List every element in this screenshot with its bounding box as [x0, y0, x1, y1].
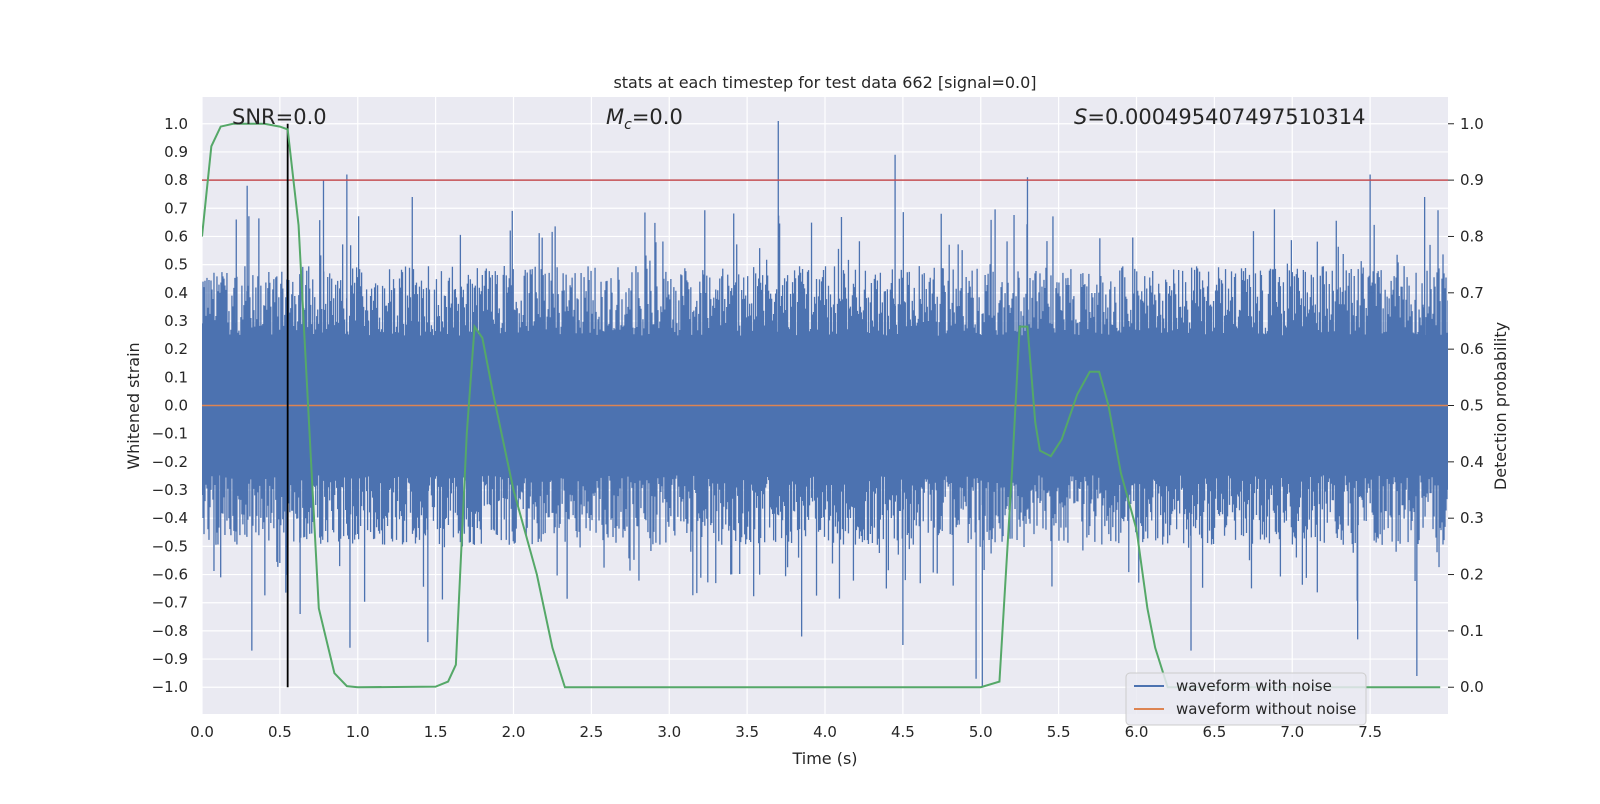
y-tick-label: 0.9 [164, 143, 188, 161]
y-tick-label: 0.0 [164, 397, 188, 415]
y2-tick-label: 1.0 [1460, 115, 1484, 133]
x-tick-label: 5.0 [969, 723, 993, 741]
y-tick-label: −0.2 [152, 453, 188, 471]
y2-tick-label: 0.7 [1460, 284, 1484, 302]
y-tick-label: −0.5 [152, 537, 188, 555]
x-axis-label: Time (s) [791, 749, 857, 768]
y2-tick-label: 0.9 [1460, 171, 1484, 189]
chirp-mass-annotation: Mc=0.0 [606, 105, 683, 133]
y-tick-label: −1.0 [152, 678, 188, 696]
y2-tick-label: 0.4 [1460, 453, 1484, 471]
y2-tick-label: 0.8 [1460, 227, 1484, 245]
legend-frame [1125, 672, 1367, 726]
y2-tick-label: 0.0 [1460, 678, 1484, 696]
x-tick-label: 0.5 [268, 723, 292, 741]
y-tick-label: 0.8 [164, 171, 188, 189]
y-tick-label: −0.7 [152, 594, 188, 612]
y2-tick-label: 0.5 [1460, 397, 1484, 415]
y-tick-label: −0.8 [152, 622, 188, 640]
noise-waveform-path [202, 120, 1448, 688]
y-tick-label: −0.4 [152, 509, 188, 527]
x-tick-label: 1.5 [424, 723, 448, 741]
x-tick-label: 3.5 [735, 723, 759, 741]
y-tick-label: 0.5 [164, 256, 188, 274]
y-axis-label: Whitened strain [124, 342, 143, 469]
x-tick-label: 6.0 [1125, 723, 1149, 741]
y-tick-label: −0.9 [152, 650, 188, 668]
chart-title: stats at each timestep for test data 662… [613, 73, 1036, 92]
y-tick-label: −0.6 [152, 566, 188, 584]
legend: waveform with noise waveform without noi… [1125, 672, 1367, 726]
overlay-lines [202, 122, 1448, 689]
y-tick-label: 0.7 [164, 199, 188, 217]
y-tick-label: 0.3 [164, 312, 188, 330]
x-tick-label: 2.5 [579, 723, 603, 741]
x-tick-label: 4.5 [891, 723, 915, 741]
s-statistic-annotation: S=0.000495407497510314 [1074, 105, 1365, 129]
x-tick-label: 4.0 [813, 723, 837, 741]
x-tick-label: 3.0 [657, 723, 681, 741]
y-tick-label: 0.6 [164, 227, 188, 245]
legend-label-clean: waveform without noise [1176, 700, 1356, 718]
y-tick-label: 0.4 [164, 284, 188, 302]
x-tick-label: 7.0 [1280, 723, 1304, 741]
y2-axis-label: Detection probability [1491, 322, 1510, 490]
x-tick-label: 6.5 [1202, 723, 1226, 741]
y-tick-label: 0.2 [164, 340, 188, 358]
x-axis-ticks: 0.0 0.5 1.0 1.5 2.0 2.5 3.0 3.5 4.0 4.5 5.0 5.5 6.0 6… [190, 723, 1382, 741]
y-tick-label: −0.1 [152, 425, 188, 443]
y2-tick-label: 0.1 [1460, 622, 1484, 640]
y-tick-label: 0.1 [164, 368, 188, 386]
series-detection-probability [202, 122, 1441, 689]
y2-axis-ticks: 1.0 0.9 0.8 0.7 0.6 0.5 0.4 0.3 0.2 0.1 0.0 [1448, 115, 1484, 696]
y2-tick-label: 0.6 [1460, 340, 1484, 358]
y-tick-label: −0.3 [152, 481, 188, 499]
legend-label-noise: waveform with noise [1176, 677, 1332, 695]
x-tick-label: 7.5 [1358, 723, 1382, 741]
y2-tick-label: 0.2 [1460, 566, 1484, 584]
y-tick-label: 1.0 [164, 115, 188, 133]
y-axis-ticks: 1.0 0.9 0.8 0.7 0.6 0.5 0.4 0.3 0.2 0.1 0.0 −0.1 −0.… [152, 115, 188, 696]
x-tick-label: 0.0 [190, 723, 214, 741]
x-tick-label: 1.0 [346, 723, 370, 741]
snr-annotation: SNR=0.0 [232, 105, 327, 129]
x-tick-label: 5.5 [1047, 723, 1071, 741]
y2-tick-label: 0.3 [1460, 509, 1484, 527]
x-tick-label: 2.0 [502, 723, 526, 741]
